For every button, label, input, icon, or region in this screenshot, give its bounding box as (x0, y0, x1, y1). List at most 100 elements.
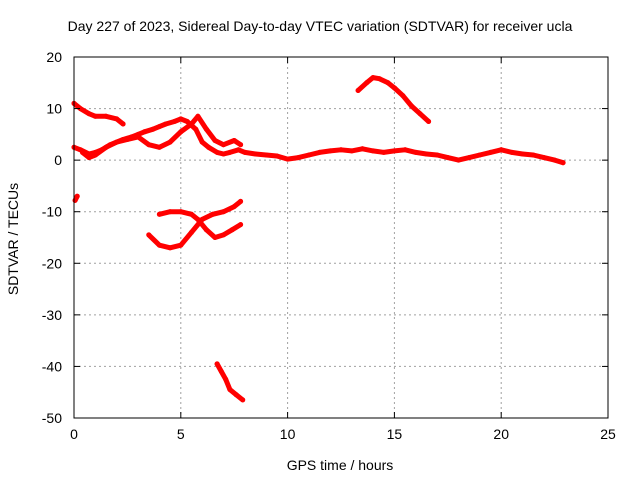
data-point (238, 198, 244, 204)
y-tick-label: 20 (46, 49, 62, 65)
data-point (214, 149, 220, 155)
y-axis-label: SDTVAR / TECUs (5, 183, 21, 295)
data-point (114, 116, 120, 122)
data-point (238, 222, 244, 228)
data-point (195, 113, 201, 119)
data-point (229, 227, 235, 233)
data-point (231, 204, 237, 210)
series-neg-loop-b (156, 209, 244, 240)
data-point (423, 151, 429, 157)
data-point (349, 148, 355, 154)
data-point (560, 160, 566, 166)
data-point (338, 147, 344, 153)
data-point (189, 211, 194, 217)
data-point (530, 152, 536, 158)
data-point (409, 103, 414, 109)
x-axis-label: GPS time / hours (287, 457, 394, 473)
data-point (135, 134, 141, 140)
data-point (86, 155, 92, 161)
data-point (498, 147, 504, 153)
data-point (295, 155, 301, 161)
data-point (263, 152, 269, 158)
data-point (92, 113, 98, 119)
x-tick-label: 15 (387, 426, 403, 442)
data-point (285, 156, 291, 162)
x-tick-label: 20 (493, 426, 509, 442)
data-point (156, 144, 162, 150)
data-point (426, 119, 432, 124)
data-point (364, 80, 370, 86)
data-point (74, 193, 80, 199)
data-point (221, 142, 226, 148)
data-point (212, 235, 218, 240)
data-point (171, 119, 177, 124)
data-point (195, 216, 201, 222)
data-point (509, 149, 515, 155)
series-neg-loop-a (146, 198, 244, 251)
y-tick-label: 10 (46, 101, 62, 117)
data-point (114, 139, 120, 145)
data-point (477, 152, 483, 158)
data-point (233, 392, 239, 398)
data-point (385, 80, 391, 86)
data-point (370, 148, 376, 154)
data-point (103, 113, 109, 119)
data-point (92, 152, 98, 158)
data-point (146, 142, 152, 148)
data-point (466, 155, 472, 161)
data-point (221, 209, 226, 215)
data-point (434, 152, 440, 158)
data-point (381, 149, 387, 155)
data-point (391, 148, 397, 154)
data-point (120, 121, 126, 127)
data-point (167, 209, 173, 215)
data-point (199, 139, 205, 145)
data-point (520, 151, 526, 157)
data-point (142, 129, 147, 135)
data-point (445, 155, 451, 161)
data-point (355, 88, 361, 93)
data-point (203, 227, 209, 233)
data-point (306, 152, 312, 158)
x-tick-label: 10 (280, 426, 296, 442)
data-point (80, 149, 85, 155)
data-point (163, 121, 169, 127)
data-point (317, 149, 323, 155)
data-point (156, 124, 162, 130)
data-point (210, 211, 216, 217)
y-tick-label: -40 (42, 358, 62, 374)
data-point (206, 144, 212, 150)
data-point (370, 75, 376, 81)
series-peak-15h (355, 75, 432, 124)
data-point (167, 245, 173, 251)
data-point (400, 93, 406, 99)
chart-title: Day 227 of 2023, Sidereal Day-to-day VTE… (67, 18, 573, 34)
data-point (236, 147, 241, 153)
data-point (253, 151, 259, 157)
y-tick-label: 0 (54, 152, 62, 168)
data-point (402, 147, 408, 153)
data-point (221, 232, 226, 238)
y-tick-label: -20 (42, 255, 62, 271)
data-point (178, 116, 184, 122)
grid-layer (74, 57, 608, 418)
data-point (221, 151, 226, 157)
data-point (167, 139, 173, 145)
data-point (124, 137, 130, 142)
data-point (178, 129, 184, 135)
data-point (488, 149, 493, 155)
data-point (218, 369, 224, 375)
data-point (178, 209, 184, 215)
data-point (376, 76, 382, 82)
data-point (156, 242, 162, 248)
x-tick-label: 25 (600, 426, 616, 442)
x-tick-label: 0 (70, 426, 78, 442)
data-point (156, 211, 162, 217)
data-point (240, 397, 246, 403)
data-point (417, 111, 423, 117)
data-point (189, 121, 194, 127)
y-tick-label: -10 (42, 204, 62, 220)
data-point (231, 138, 237, 143)
data-point (223, 376, 229, 382)
